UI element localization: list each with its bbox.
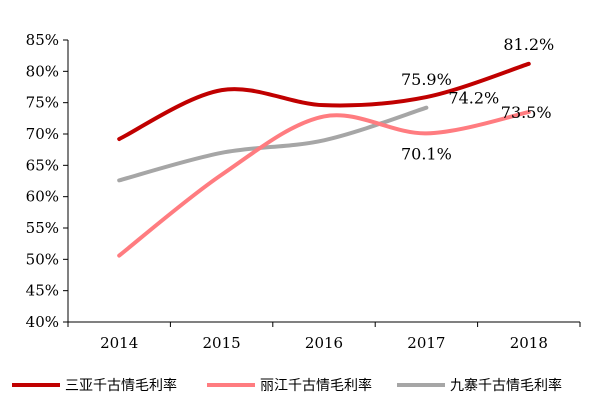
legend-item-lijiang: 丽江千古情毛利率 <box>207 377 372 394</box>
series-line-sanya <box>117 61 531 142</box>
series-line-jiuzhai <box>117 105 429 183</box>
x-tick-label: 2018 <box>510 334 548 352</box>
y-tick-label: 60% <box>26 188 59 206</box>
y-tick-label: 50% <box>26 250 59 268</box>
data-label: 74.2% <box>448 89 499 108</box>
legend-label: 丽江千古情毛利率 <box>260 377 372 394</box>
y-tick-label: 40% <box>26 313 59 331</box>
x-tick-label: 2017 <box>407 334 445 352</box>
legend-label: 三亚千古情毛利率 <box>65 377 177 394</box>
series-line-lijiang <box>117 110 531 258</box>
x-tick-label: 2016 <box>305 334 343 352</box>
axes: 85% 80% 75% 70% 65% 60% 55% 50% 45% 40% 2014 2015 20… <box>26 31 581 352</box>
y-tick-label: 80% <box>26 62 59 80</box>
y-tick-label: 45% <box>26 282 59 300</box>
x-tick-label: 2015 <box>203 334 241 352</box>
legend-item-jiuzhai: 九寨千古情毛利率 <box>397 377 562 394</box>
y-tick-label: 75% <box>26 94 59 112</box>
y-tick-label: 70% <box>26 125 59 143</box>
y-tick-label: 85% <box>26 31 59 49</box>
y-tick-label: 55% <box>26 219 59 237</box>
y-tick-label: 65% <box>26 156 59 174</box>
data-label: 81.2% <box>503 35 554 54</box>
data-labels: 75.9% 81.2% 70.1% 73.5%74.2% <box>401 35 554 164</box>
data-label: 73.5% <box>501 103 552 122</box>
legend: 三亚千古情毛利率 丽江千古情毛利率 九寨千古情毛利率 <box>12 377 562 394</box>
data-label: 75.9% <box>401 70 452 89</box>
x-tick-label: 2014 <box>100 334 138 352</box>
legend-label: 九寨千古情毛利率 <box>450 377 562 394</box>
series-lines <box>117 61 531 258</box>
legend-item-sanya: 三亚千古情毛利率 <box>12 377 177 394</box>
data-label: 70.1% <box>401 144 452 163</box>
